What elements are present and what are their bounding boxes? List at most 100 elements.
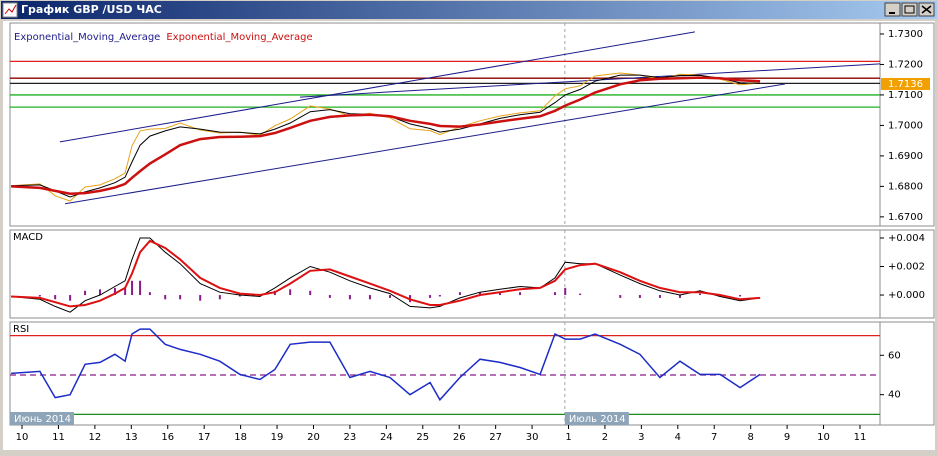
x-tick-label: 25 xyxy=(416,432,429,443)
series-line xyxy=(11,237,761,313)
x-tick-label: 17 xyxy=(198,432,211,443)
x-tick-label: 10 xyxy=(16,432,29,443)
histogram-bar xyxy=(478,292,481,296)
histogram-bar xyxy=(84,290,87,296)
y-tick-label: 1.6800 xyxy=(888,181,923,192)
y-tick-label: 1.7300 xyxy=(888,29,923,40)
y-tick-label: 1.6700 xyxy=(888,212,923,223)
histogram-bar xyxy=(218,295,221,300)
histogram-bar xyxy=(348,295,351,300)
x-tick-label: 4 xyxy=(675,432,681,443)
histogram-bar xyxy=(554,292,557,296)
histogram-bar xyxy=(289,289,292,296)
legend-entry: Exponential_Moving_Average xyxy=(166,32,312,43)
histogram-bar xyxy=(678,295,681,298)
price-tag-label: 1.7136 xyxy=(888,79,923,90)
histogram-bar xyxy=(179,295,182,300)
histogram-bar xyxy=(438,295,441,297)
histogram-bar xyxy=(368,295,371,300)
histogram-bar xyxy=(164,295,167,300)
close-glyph xyxy=(921,5,932,14)
histogram-bar xyxy=(328,295,331,298)
title-bar xyxy=(1,1,937,19)
legend-entry: Exponential_Moving_Average xyxy=(14,32,160,43)
x-tick-label: 23 xyxy=(344,432,357,443)
panel-title: MACD xyxy=(13,232,43,243)
x-tick-label: 11 xyxy=(854,432,867,443)
y-tick-label: +0.000 xyxy=(888,290,925,301)
window-buttons[interactable] xyxy=(884,2,935,17)
trend-line xyxy=(299,63,881,98)
x-tick-label: 18 xyxy=(234,432,247,443)
x-tick-label: 16 xyxy=(161,432,174,443)
month-tag xyxy=(564,412,629,425)
y-tick-label: 1.7200 xyxy=(888,59,923,70)
x-tick-label: 20 xyxy=(307,432,320,443)
x-tick-label: 30 xyxy=(526,432,539,443)
x-tick-label: 27 xyxy=(489,432,502,443)
trend-line xyxy=(59,31,696,143)
histogram-bar xyxy=(309,290,312,296)
histogram-bar xyxy=(139,280,142,296)
maximize-glyph xyxy=(904,5,915,14)
histogram-bar xyxy=(388,295,391,298)
price-tag xyxy=(881,77,930,90)
histogram-bar xyxy=(619,295,622,298)
y-tick-label: +0.002 xyxy=(888,262,925,273)
histogram-bar xyxy=(54,295,57,300)
panel-title: RSI xyxy=(13,324,29,335)
x-tick-label: 8 xyxy=(747,432,753,443)
x-tick-label: 19 xyxy=(271,432,284,443)
y-tick-label: 1.6900 xyxy=(888,151,923,162)
window-icon-glyph xyxy=(4,4,17,15)
panel-frame xyxy=(9,321,935,426)
histogram-bar xyxy=(699,293,702,296)
histogram-bar xyxy=(429,295,432,298)
month-tag xyxy=(10,412,74,425)
histogram-bar xyxy=(519,292,522,296)
x-tick-label: 10 xyxy=(817,432,830,443)
histogram-bar xyxy=(199,295,202,301)
histogram-bar xyxy=(124,287,127,296)
x-tick-label: 1 xyxy=(565,432,571,443)
histogram-bar xyxy=(658,295,661,298)
x-tick-label: 26 xyxy=(453,432,466,443)
histogram-bar xyxy=(499,292,502,296)
y-tick-label: 1.7000 xyxy=(888,120,923,131)
histogram-bar xyxy=(131,280,134,296)
y-tick-label: 60 xyxy=(888,350,901,361)
x-tick-label: 12 xyxy=(89,432,102,443)
histogram-bar xyxy=(148,292,151,296)
y-tick-label: 40 xyxy=(888,390,901,401)
maximize-button[interactable] xyxy=(901,2,918,17)
histogram-bar xyxy=(564,287,567,296)
histogram-bar xyxy=(739,295,742,297)
histogram-bar xyxy=(69,295,72,301)
trend-line xyxy=(64,83,785,205)
panel-frame xyxy=(9,229,935,319)
x-tick-label: 9 xyxy=(784,432,790,443)
histogram-bar xyxy=(238,295,241,297)
histogram-bar xyxy=(98,289,101,296)
x-tick-label: 11 xyxy=(52,432,65,443)
window-title: График GBP /USD ЧАС xyxy=(21,3,162,16)
histogram-bar xyxy=(113,287,116,296)
month-label: Июль 2014 xyxy=(569,414,626,425)
histogram-bar xyxy=(579,293,582,296)
x-tick-label: 13 xyxy=(125,432,138,443)
histogram-bar xyxy=(38,295,41,297)
histogram-bar xyxy=(458,292,461,296)
minimize-button[interactable] xyxy=(884,2,901,17)
y-tick-label: 1.7100 xyxy=(888,90,923,101)
y-tick-label: +0.004 xyxy=(888,233,925,244)
x-tick-label: 7 xyxy=(711,432,717,443)
series-line xyxy=(11,328,761,402)
series-line xyxy=(11,76,761,195)
x-tick-label: 24 xyxy=(380,432,393,443)
x-tick-label: 2 xyxy=(602,432,608,443)
month-label: Июнь 2014 xyxy=(14,414,71,425)
series-line xyxy=(11,239,761,308)
x-tick-label: 3 xyxy=(638,432,644,443)
